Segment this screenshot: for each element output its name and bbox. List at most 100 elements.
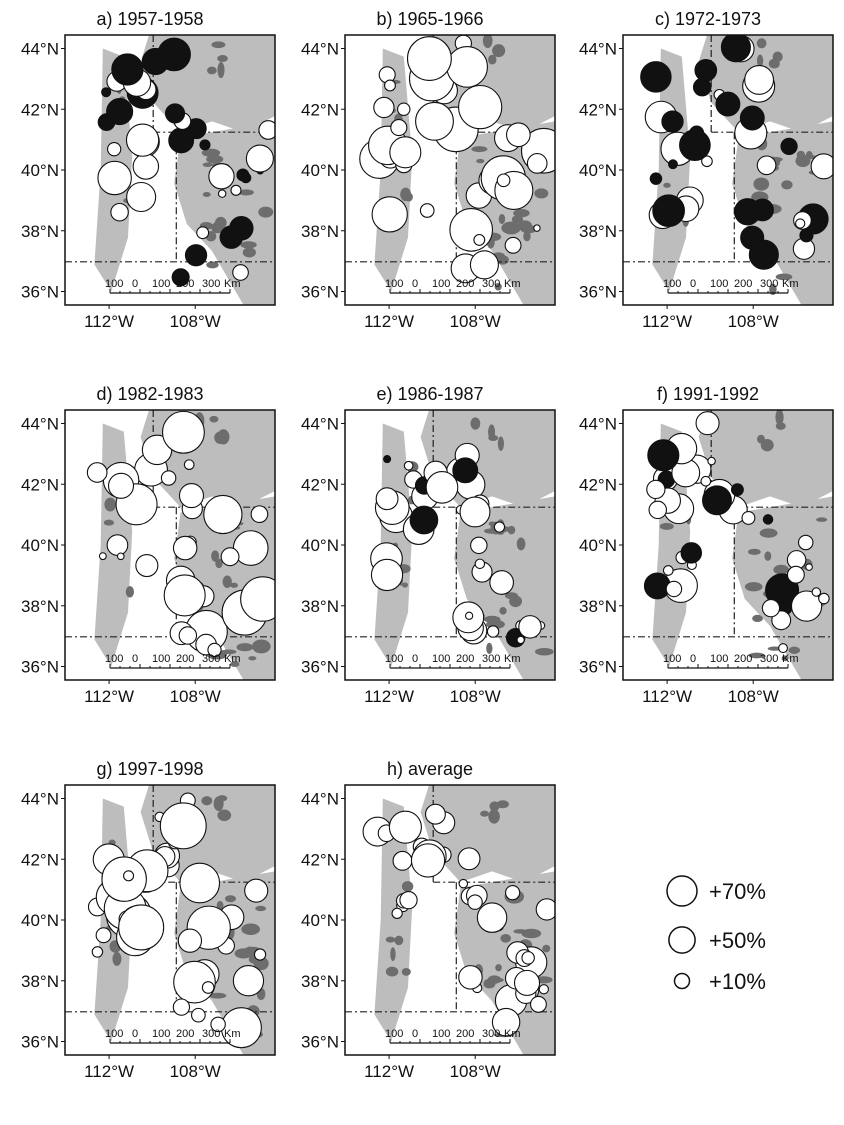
- high-peak: [756, 54, 764, 68]
- latitude-label: 44°N: [579, 40, 617, 59]
- scale-bar-label: 100: [105, 653, 123, 665]
- latitude-label: 40°N: [579, 161, 617, 180]
- scale-bar-label: 300: [202, 1028, 220, 1040]
- high-peak: [815, 517, 828, 522]
- positive-anomaly-circle: [425, 471, 459, 504]
- legend-label: +50%: [709, 928, 766, 953]
- latitude-label: 40°N: [579, 536, 617, 555]
- negative-anomaly-circle: [652, 194, 685, 228]
- negative-anomaly-circle: [219, 225, 244, 249]
- high-peak: [470, 417, 481, 430]
- positive-anomaly-circle: [797, 534, 814, 551]
- positive-anomaly-circle: [473, 233, 486, 246]
- positive-anomaly-circle: [375, 487, 399, 511]
- latitude-label: 42°N: [301, 475, 339, 494]
- latitude-label: 40°N: [21, 161, 59, 180]
- scale-bar-label: 200: [176, 278, 194, 290]
- high-peak: [488, 424, 496, 440]
- positive-anomaly-circle: [397, 102, 411, 117]
- panel-title: c) 1972-1973: [655, 9, 761, 29]
- positive-anomaly-circle: [191, 1007, 206, 1023]
- anomaly-circles: [643, 411, 830, 654]
- positive-anomaly-circle: [232, 264, 249, 281]
- positive-anomaly-circle: [370, 558, 404, 592]
- high-peak: [497, 436, 504, 451]
- negative-anomaly-circle: [733, 198, 762, 226]
- map-panel-d: d) 1982-1983 100 0 100 200 300 Km 44°N 42°N 40°N 3…: [21, 384, 276, 706]
- positive-anomaly-circle: [491, 1007, 521, 1037]
- positive-anomaly-circle: [118, 904, 165, 951]
- scale-bar-label: 0: [412, 278, 418, 290]
- longitude-label: 108°W: [170, 312, 221, 331]
- map-area: 100 0 100 200 300 Km: [345, 35, 555, 305]
- positive-anomaly-circle: [388, 810, 422, 844]
- high-peak: [499, 607, 507, 615]
- scale-bar: 100 0 100 200 300 Km: [385, 1028, 521, 1044]
- positive-anomaly-circle: [160, 470, 177, 486]
- high-peak: [471, 146, 488, 153]
- latitude-label: 44°N: [579, 415, 617, 434]
- high-peak: [482, 35, 493, 49]
- high-peak: [659, 522, 674, 530]
- positive-anomaly-circle: [97, 160, 132, 196]
- latitude-label: 38°N: [21, 597, 59, 616]
- scale-bar-label: 100: [432, 653, 450, 665]
- positive-anomaly-circle: [135, 553, 159, 578]
- scale-bar: 100 0 100 200 300 Km: [105, 1028, 241, 1044]
- positive-anomaly-circle: [250, 505, 269, 524]
- scale-bar-label: 100: [663, 278, 681, 290]
- positive-anomaly-circle: [467, 894, 483, 910]
- high-peak: [756, 38, 767, 49]
- anomaly-circles: [370, 442, 546, 648]
- negative-anomaly-circle: [748, 239, 779, 270]
- scale-bar-label: 100: [385, 1028, 403, 1040]
- positive-anomaly-circle: [389, 136, 422, 169]
- scale-bar-label: 200: [176, 653, 194, 665]
- high-peak: [242, 247, 256, 258]
- positive-anomaly-circle: [183, 459, 195, 471]
- latitude-label: 44°N: [301, 790, 339, 809]
- high-peak: [236, 643, 254, 652]
- scale-bar-label: 200: [456, 278, 474, 290]
- positive-anomaly-circle: [489, 570, 515, 595]
- latitude-label: 36°N: [301, 283, 339, 302]
- high-peak: [753, 177, 770, 191]
- high-peak: [788, 646, 801, 654]
- panel-title: f) 1991-1992: [657, 384, 759, 404]
- positive-anomaly-circle: [778, 643, 788, 654]
- high-peak: [125, 586, 134, 598]
- longitude-label: 112°W: [84, 687, 134, 706]
- panel-title: g) 1997-1998: [96, 759, 203, 779]
- high-peak: [492, 44, 506, 58]
- high-peak: [217, 217, 227, 228]
- highland-north: [698, 410, 833, 508]
- scale-bar-label: 100: [105, 1028, 123, 1040]
- high-peak: [208, 992, 227, 999]
- high-peak: [488, 54, 497, 65]
- positive-anomaly-circle: [253, 948, 267, 961]
- scale-bar-label: 300: [482, 278, 500, 290]
- positive-anomaly-circle: [415, 101, 454, 141]
- high-peak: [401, 967, 411, 976]
- longitude-label: 112°W: [642, 312, 692, 331]
- map-panels: a) 1957-1958 100 0 100 200 300 Km 44°N 42°N 40°N 3…: [21, 9, 834, 1081]
- positive-anomaly-circle: [110, 202, 129, 222]
- scale-bar-label: 200: [456, 1028, 474, 1040]
- scale-bar-label: 300: [202, 278, 220, 290]
- high-peak: [534, 188, 549, 199]
- high-peak: [245, 946, 254, 958]
- highland-north: [420, 785, 555, 883]
- longitude-label: 112°W: [642, 687, 692, 706]
- negative-anomaly-circle: [730, 483, 744, 497]
- high-peak: [216, 901, 224, 910]
- positive-anomaly-circle: [91, 946, 104, 958]
- high-peak: [385, 936, 396, 943]
- negative-anomaly-circle: [799, 228, 814, 243]
- positive-anomaly-circle: [178, 626, 198, 645]
- latitude-label: 44°N: [21, 790, 59, 809]
- positive-anomaly-circle: [207, 642, 222, 658]
- scale-bar-label: 0: [690, 653, 696, 665]
- anomaly-circles: [86, 410, 275, 658]
- scale-bar-label: 0: [132, 653, 138, 665]
- positive-anomaly-circle: [373, 96, 395, 119]
